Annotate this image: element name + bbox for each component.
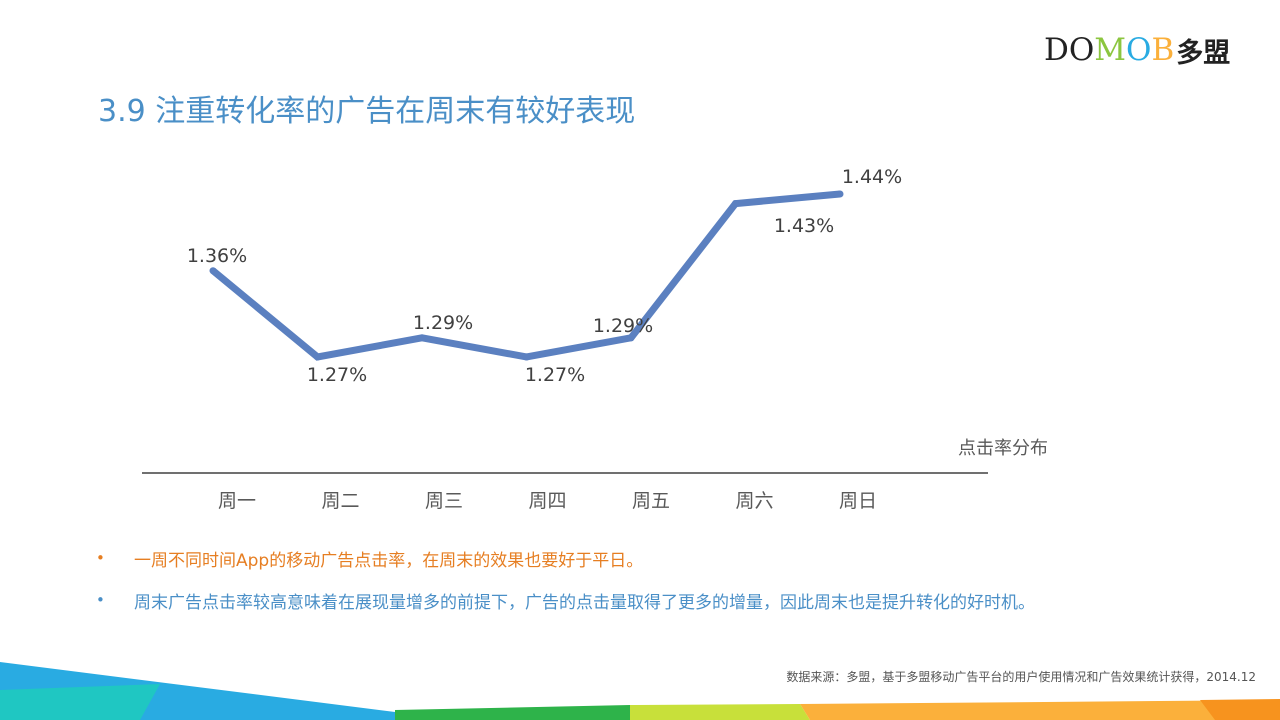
x-tick-label: 周四 bbox=[528, 490, 566, 512]
data-point bbox=[732, 200, 739, 208]
data-label: 1.27% bbox=[525, 364, 585, 386]
logo-letter: O bbox=[1068, 31, 1095, 68]
x-tick-label: 周一 bbox=[218, 490, 256, 512]
bullet-dot: • bbox=[96, 591, 105, 609]
data-point bbox=[627, 334, 635, 342]
bullet-item-1: • 一周不同时间App的移动广告点击率，在周末的效果也要好于平日。 bbox=[96, 543, 1216, 573]
bullet-list: • 一周不同时间App的移动广告点击率，在周末的效果也要好于平日。 • 周末广告… bbox=[96, 543, 1216, 627]
logo-letter: O bbox=[1126, 31, 1152, 68]
data-point bbox=[836, 190, 844, 198]
data-label: 1.36% bbox=[187, 245, 247, 267]
bullet-text-2: 周末广告点击率较高意味着在展现量增多的前提下，广告的点击量取得了更多的增量，因此… bbox=[134, 592, 1035, 613]
data-point bbox=[523, 353, 530, 361]
x-tick-label: 周二 bbox=[321, 490, 359, 512]
logo-letter: B bbox=[1151, 31, 1175, 68]
data-point bbox=[418, 334, 426, 342]
data-label: 1.43% bbox=[774, 215, 834, 237]
logo-wordmark: DOMOB bbox=[1044, 31, 1175, 68]
stripe-yellow bbox=[800, 700, 1280, 720]
data-source-note: 数据来源：多盟，基于多盟移动广告平台的用户使用情况和广告效果统计获得，2014.… bbox=[786, 670, 1256, 684]
data-label: 1.29% bbox=[593, 315, 653, 337]
logo-chinese: 多盟 bbox=[1176, 37, 1231, 69]
page-title: 3.9 注重转化率的广告在周末有较好表现 bbox=[98, 94, 636, 129]
logo-letter: D bbox=[1044, 31, 1069, 68]
data-label: 1.44% bbox=[842, 166, 902, 188]
bullet-dot: • bbox=[96, 549, 105, 567]
x-tick-label: 周六 bbox=[735, 490, 773, 512]
stripe-lime bbox=[630, 704, 810, 720]
logo-letter: M bbox=[1094, 31, 1127, 68]
data-point bbox=[314, 353, 321, 361]
data-label: 1.29% bbox=[413, 312, 473, 334]
domob-logo: DOMOB 多盟 bbox=[1044, 30, 1230, 70]
stripe-orange bbox=[1200, 699, 1280, 720]
bullet-text-1: 一周不同时间App的移动广告点击率，在周末的效果也要好于平日。 bbox=[134, 550, 644, 571]
data-point bbox=[209, 267, 217, 275]
stripe-teal bbox=[0, 684, 160, 720]
x-tick-label: 周五 bbox=[632, 490, 670, 512]
series-label: 点击率分布 bbox=[958, 438, 1048, 459]
stripe-green bbox=[395, 705, 630, 720]
bullet-item-2: • 周末广告点击率较高意味着在展现量增多的前提下，广告的点击量取得了更多的增量，… bbox=[96, 585, 1216, 615]
data-label: 1.27% bbox=[307, 364, 367, 386]
x-tick-label: 周三 bbox=[425, 490, 463, 512]
x-tick-label: 周日 bbox=[839, 490, 877, 512]
